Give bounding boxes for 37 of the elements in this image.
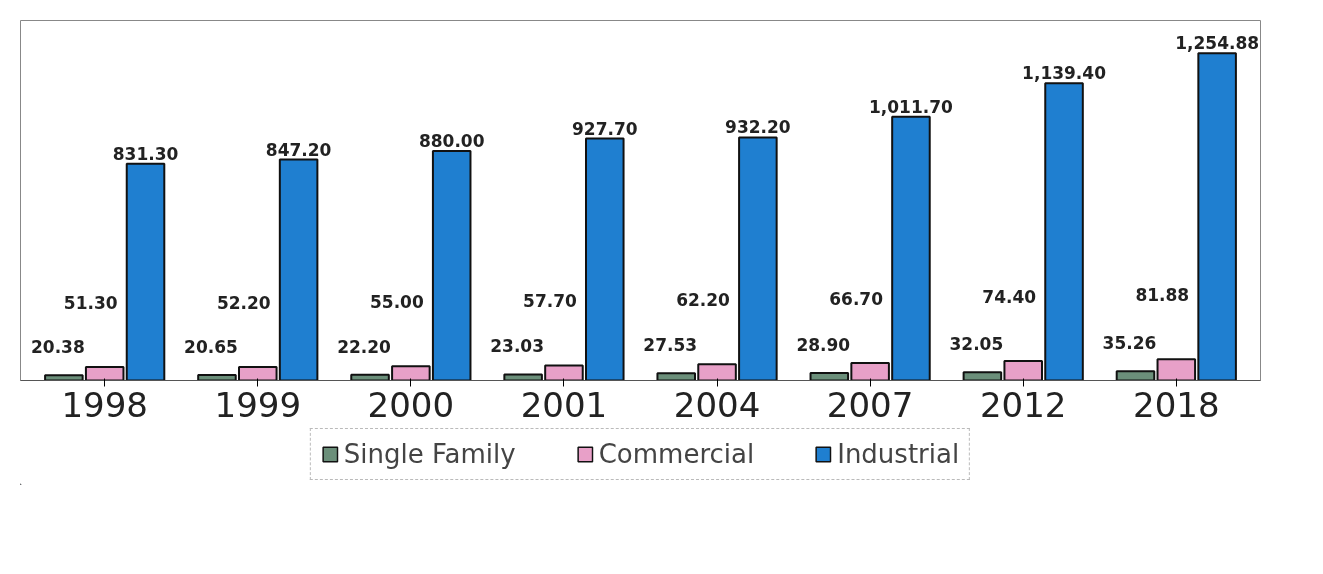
data-label: 28.90 [796,334,851,355]
data-label: 74.40 [982,287,1037,308]
data-label: 66.70 [829,289,884,310]
data-label: 932.20 [725,117,791,138]
data-label: 57.70 [523,291,578,312]
data-label: 51.30 [63,293,118,314]
data-label: 27.53 [643,335,698,356]
data-label: 62.20 [676,290,731,311]
legend-label: Single Family [343,439,516,469]
data-label: 22.20 [337,336,392,357]
x-tick-label: 2001 [520,384,608,425]
data-label: 20.38 [30,337,85,358]
data-label: 847.20 [265,139,332,160]
data-label: 20.65 [184,337,238,358]
x-tick-label: 1998 [61,384,148,425]
x-tick-label: 1999 [214,384,302,425]
data-label: 880.00 [418,131,485,151]
data-label: 927.70 [571,118,638,139]
x-tick-label: 2004 [673,384,761,425]
data-label: 55.00 [369,292,424,313]
data-label: 1,139.40 [1022,63,1107,84]
x-tick-label: 2012 [979,384,1067,425]
x-tick-label: 2000 [367,384,455,425]
x-tick-label: 2007 [826,384,914,425]
data-label: 32.05 [949,334,1004,355]
bar [125,162,166,381]
data-label: 23.03 [490,336,545,357]
data-label: 831.30 [112,143,179,164]
x-tick-label: 2018 [1133,384,1220,425]
data-label: 1,254.88 [1175,33,1260,54]
legend-label: Industrial [837,439,960,469]
bar [1115,370,1156,381]
data-label: 35.26 [1102,333,1157,354]
data-label: 81.88 [1135,285,1190,306]
data-label: 1,011.70 [869,96,954,117]
data-label: 52.20 [216,292,271,313]
legend-label: Commercial [598,439,755,469]
